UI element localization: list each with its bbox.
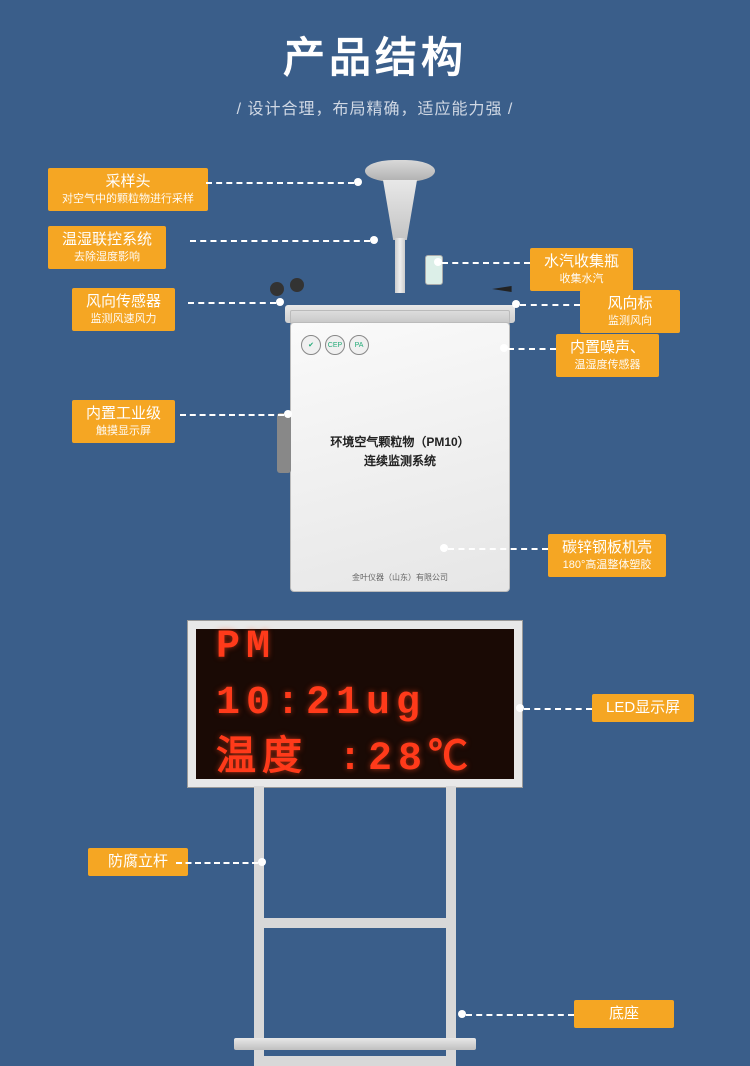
dot-shell bbox=[440, 544, 448, 552]
wind-vane-icon bbox=[488, 276, 524, 304]
connector-touch bbox=[180, 414, 284, 416]
cert-badges: ✔ CEP PA bbox=[301, 335, 381, 357]
dot-base bbox=[458, 1010, 466, 1018]
connector-noise bbox=[508, 348, 556, 350]
connector-vane bbox=[520, 304, 580, 306]
cabinet-text: 环境空气颗粒物（PM10） 连续监测系统 bbox=[291, 433, 509, 471]
dot-wind_sensor bbox=[276, 298, 284, 306]
connector-led bbox=[524, 708, 592, 710]
label-water: 水汽收集瓶收集水汽 bbox=[530, 248, 633, 291]
cabinet-line2: 连续监测系统 bbox=[291, 452, 509, 471]
led-line-2: 温度 :28℃ bbox=[216, 732, 514, 788]
dot-led bbox=[516, 704, 524, 712]
dot-noise bbox=[500, 344, 508, 352]
dot-pole bbox=[258, 858, 266, 866]
label-led: LED显示屏 bbox=[592, 694, 694, 722]
label-shell: 碳锌钢板机壳180°高温整体塑胶 bbox=[548, 534, 666, 577]
connector-humidity bbox=[190, 240, 370, 242]
cabinet: ✔ CEP PA 环境空气颗粒物（PM10） 连续监测系统 金叶仪器（山东）有限… bbox=[290, 322, 510, 592]
label-sampler: 采样头对空气中的颗粒物进行采样 bbox=[48, 168, 208, 211]
page-subtitle: / 设计合理，布局精确，适应能力强 / bbox=[0, 95, 750, 119]
sampler-pipe bbox=[395, 238, 405, 293]
connector-base bbox=[466, 1014, 574, 1016]
connector-sampler bbox=[206, 182, 354, 184]
page-title: 产品结构 bbox=[0, 0, 750, 85]
dot-touch bbox=[284, 410, 292, 418]
badge-icon: PA bbox=[349, 335, 369, 355]
label-vane: 风向标监测风向 bbox=[580, 290, 680, 333]
cabinet-line1: 环境空气颗粒物（PM10） bbox=[291, 433, 509, 452]
connector-shell bbox=[448, 548, 548, 550]
dot-water bbox=[434, 258, 442, 266]
connector-wind_sensor bbox=[188, 302, 276, 304]
connector-pole bbox=[176, 862, 258, 864]
led-panel: PM 10:21ug 温度 :28℃ bbox=[196, 629, 514, 779]
dot-vane bbox=[512, 300, 520, 308]
label-touch: 内置工业级触摸显示屏 bbox=[72, 400, 175, 443]
badge-icon: ✔ bbox=[301, 335, 321, 355]
label-wind_sensor: 风向传感器监测风速风力 bbox=[72, 288, 175, 331]
label-humidity: 温湿联控系统去除湿度影响 bbox=[48, 226, 166, 269]
base-plate bbox=[234, 1038, 476, 1050]
hinge bbox=[277, 413, 291, 473]
dot-humidity bbox=[370, 236, 378, 244]
stand-crossbar bbox=[254, 918, 456, 928]
label-pole: 防腐立杆 bbox=[88, 848, 188, 876]
label-base: 底座 bbox=[574, 1000, 674, 1028]
badge-icon: CEP bbox=[325, 335, 345, 355]
led-line-1: PM 10:21ug bbox=[216, 620, 514, 732]
label-noise: 内置噪声、温湿度传感器 bbox=[556, 334, 659, 377]
sampler-head bbox=[365, 160, 435, 182]
led-panel-frame: PM 10:21ug 温度 :28℃ bbox=[187, 620, 523, 788]
sampler-funnel bbox=[383, 180, 417, 240]
connector-water bbox=[442, 262, 530, 264]
dot-sampler bbox=[354, 178, 362, 186]
cabinet-brand: 金叶仪器（山东）有限公司 bbox=[291, 572, 509, 583]
